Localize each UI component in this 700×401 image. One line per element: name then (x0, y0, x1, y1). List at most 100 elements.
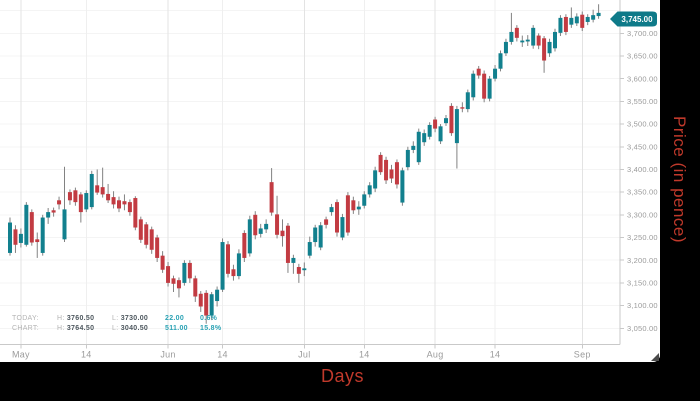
y-tick-label: 3,250.00 (627, 233, 658, 242)
candle (340, 213, 345, 241)
candle (542, 36, 547, 73)
candle (127, 199, 132, 216)
candle (596, 4, 601, 19)
today-high: H: 3760.50 (57, 315, 95, 322)
candles-layer (8, 4, 601, 324)
candle (493, 65, 498, 82)
candle (558, 15, 563, 37)
candle (18, 228, 23, 248)
candle (89, 170, 94, 210)
today-low: L: 3730.00 (112, 315, 149, 322)
candle (258, 223, 263, 238)
chart-high: H: 3764.50 (57, 325, 95, 332)
candle (106, 183, 111, 204)
candle (520, 35, 525, 47)
candle (449, 103, 454, 136)
candle (111, 191, 116, 209)
candle (438, 124, 443, 145)
candle (62, 166, 67, 243)
axis-layer: 3,050.00 3,100.00 3,150.00 3,200.00 3,250.00… (0, 0, 658, 360)
y-tick-label: 3,200.00 (627, 256, 658, 265)
y-tick-label: 3,300.00 (627, 210, 658, 219)
candle (57, 196, 62, 210)
candle (454, 105, 459, 169)
candle (253, 211, 258, 240)
candle (394, 159, 399, 189)
chart-low: L: 3040.50 (112, 325, 149, 332)
candle (264, 219, 269, 233)
y-axis-title: Price (in pence) (670, 116, 689, 244)
x-tick-label: 14 (217, 350, 228, 360)
candle (444, 114, 448, 126)
candle (373, 166, 378, 193)
candle (269, 168, 274, 216)
candle (236, 249, 241, 280)
candle (67, 189, 72, 205)
candle (122, 194, 127, 211)
x-tick-label: Aug (427, 350, 444, 360)
candle (296, 263, 301, 283)
candle (187, 260, 192, 283)
y-tick-label: 3,350.00 (627, 188, 658, 197)
candle (329, 203, 334, 216)
candle (345, 192, 350, 236)
candle (209, 291, 214, 321)
candle (536, 33, 541, 50)
candle (356, 201, 361, 215)
candle (307, 236, 312, 259)
y-tick-label: 3,550.00 (627, 97, 658, 106)
candle (405, 146, 410, 171)
x-tick-label: 14 (81, 350, 92, 360)
candle (476, 65, 481, 79)
candle (220, 238, 225, 292)
candle (547, 38, 552, 57)
candle (509, 12, 514, 45)
candle (487, 75, 492, 102)
candle (460, 102, 465, 113)
candle (100, 167, 105, 198)
x-axis-title: Days (321, 366, 365, 386)
candle (73, 187, 78, 206)
candle (378, 152, 383, 175)
candle (367, 182, 372, 198)
candle (569, 7, 574, 28)
candle (84, 190, 89, 213)
candle (117, 196, 121, 213)
candle (465, 89, 470, 113)
candle (471, 70, 476, 101)
candle (318, 222, 323, 251)
candle (563, 14, 568, 36)
candle (51, 207, 56, 217)
candle (580, 11, 585, 32)
candle (242, 230, 247, 263)
today-label: TODAY: (12, 315, 39, 322)
candle (166, 262, 171, 287)
candle (95, 169, 100, 195)
y-tick-label: 3,700.00 (627, 29, 658, 38)
candle (35, 232, 40, 258)
resize-grip[interactable] (651, 353, 659, 361)
candle (280, 219, 285, 247)
candle (193, 275, 198, 302)
candlestick-chart[interactable]: 3,050.00 3,100.00 3,150.00 3,200.00 3,250.00… (0, 0, 660, 362)
x-tick-label: Jun (160, 350, 175, 360)
y-tick-label: 3,050.00 (627, 324, 658, 333)
chart-change-pct: 15.8% (200, 325, 222, 332)
candle (24, 202, 29, 247)
y-tick-label: 3,450.00 (627, 142, 658, 151)
y-tick-label: 3,600.00 (627, 74, 658, 83)
today-stats-row: TODAY: H: 3760.50 L: 3730.00 22.00 0.6% (12, 314, 221, 324)
candle (531, 25, 536, 49)
today-change-pct: 0.6% (200, 315, 218, 322)
x-tick-label: May (12, 350, 30, 360)
candle (215, 286, 220, 307)
candle (13, 225, 18, 253)
y-tick-label: 3,150.00 (627, 278, 658, 287)
candle (384, 156, 389, 184)
y-tick-label: 3,500.00 (627, 120, 658, 129)
candle (351, 196, 356, 214)
candle (482, 70, 487, 103)
y-tick-label: 3,400.00 (627, 165, 658, 174)
price-tag-text: 3,745.00 (621, 15, 653, 24)
